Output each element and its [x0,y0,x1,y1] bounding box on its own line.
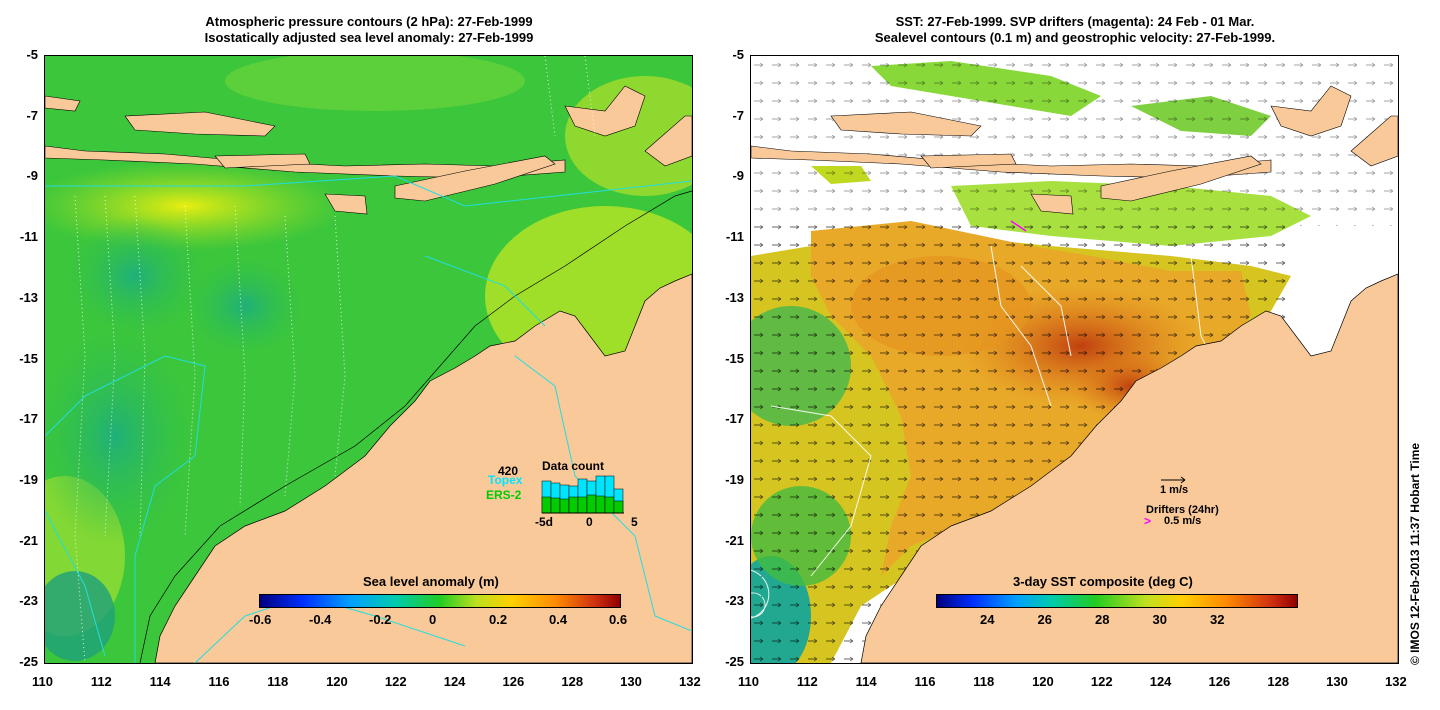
right-lat-tick: -25 [725,654,744,669]
left-lon-tick: 112 [90,674,112,689]
left-lat-tick: -15 [19,350,38,366]
left-lat-tick: -23 [19,593,38,609]
left-lon-tick: 114 [149,674,171,689]
left-title-line2: Isostatically adjusted sea level anomaly… [204,30,534,45]
left-lat-tick: -7 [26,107,38,123]
left-lon-tick: 110 [32,674,53,689]
drifter-track [1010,220,1027,232]
left-lon-tick: 132 [679,674,701,689]
left-colorbar-tick: -0.6 [249,612,272,627]
inset-xtick-end: 5 [631,515,638,529]
left-lat-tick: -11 [19,229,38,245]
right-lon-tick: 116 [914,674,936,689]
right-lon-tick: 126 [1208,674,1231,689]
left-lon-tick: 118 [267,674,289,689]
sea-level-anomaly-map [44,55,693,664]
inset-xtick-start: -5d [535,515,553,529]
right-colorbar-tick: 24 [980,612,995,627]
left-lat-tick: -5 [26,47,38,62]
right-lon-tick: 114 [855,674,877,689]
right-lon-tick: 110 [738,674,759,689]
indonesian-islands [751,85,1398,215]
right-lat-tick: -15 [725,350,744,366]
right-colorbar-tick: 30 [1152,612,1167,627]
inset-xtick-zero: 0 [586,515,593,529]
left-colorbar-tick: 0.4 [549,612,568,627]
left-title-line1: Atmospheric pressure contours (2 hPa): 2… [205,14,533,29]
right-colorbar-tick: 32 [1210,612,1225,627]
velocity-legend: 1 m/s Drifters (24hr) > 0.5 m/s [1144,476,1278,536]
australia-landmass [860,273,1398,663]
right-colorbar-tick: 26 [1037,612,1052,627]
sst-field [751,56,1398,663]
drifter-arrow-icon: > [1144,514,1152,528]
left-lat-tick: -25 [19,654,38,669]
right-lon-tick: 130 [1326,674,1348,689]
right-lat-tick: -7 [732,107,744,123]
left-colorbar-tick: -0.2 [369,612,392,627]
left-panel-title: Atmospheric pressure contours (2 hPa): 2… [44,14,694,46]
inset-bar-chart [541,475,624,514]
inset-legend-ers2: ERS-2 [486,488,522,502]
left-lon-tick: 120 [326,674,348,689]
right-colorbar-title: 3-day SST composite (deg C) [1013,574,1193,589]
left-lat-tick: -21 [19,532,38,548]
right-lat-tick: -21 [725,532,744,548]
right-lat-tick: -5 [732,47,744,62]
right-title-line2: Sealevel contours (0.1 m) and geostrophi… [874,30,1276,45]
right-lon-tick: 128 [1267,674,1290,689]
velocity-scale-label: 1 m/s [1160,484,1189,496]
sst-map [750,55,1399,664]
left-lon-tick: 126 [502,674,525,689]
left-lon-tick: 116 [208,674,230,689]
right-lon-tick: 118 [973,674,995,689]
right-lat-tick: -9 [732,168,744,184]
inset-bars [541,475,624,514]
data-count-inset: 420 Data count Topex ERS-2 -5d 0 5 [480,458,650,533]
inset-legend-topex: Topex [488,473,523,487]
right-lon-tick: 124 [1149,674,1172,689]
right-lat-tick: -13 [725,289,744,305]
drifters-title: Drifters (24hr) [1146,504,1219,516]
right-lon-tick: 120 [1032,674,1054,689]
left-lon-tick: 122 [384,674,407,689]
right-lat-tick: -19 [725,471,744,487]
right-panel-title: SST: 27-Feb-1999. SVP drifters (magenta)… [750,14,1400,46]
indonesian-islands [45,85,692,215]
right-colorbar [936,594,1298,608]
right-lat-tick: -17 [725,411,744,427]
right-lat-tick: -23 [725,593,744,609]
sea-level-anomaly-field [45,56,692,663]
left-colorbar-tick: -0.4 [309,612,332,627]
right-lon-tick: 122 [1090,674,1113,689]
pressure-contours [74,56,596,663]
drifters-scale-label: 0.5 m/s [1164,515,1202,527]
left-lon-tick: 128 [561,674,584,689]
left-colorbar-title: Sea level anomaly (m) [363,574,499,589]
left-lat-tick: -9 [26,168,38,184]
imos-credit: © IMOS 12-Feb-2013 11:37 Hobart Time [1408,442,1422,665]
right-lat-tick: -11 [725,229,744,245]
right-lon-tick: 132 [1385,674,1407,689]
left-colorbar-tick: 0.6 [609,612,628,627]
left-colorbar [259,594,621,608]
left-colorbar-tick: 0.2 [489,612,508,627]
left-lat-tick: -13 [19,289,38,305]
left-lat-tick: -17 [19,411,38,427]
inset-max-count: 420 [498,464,519,478]
right-lon-tick: 112 [796,674,818,689]
left-lat-tick: -19 [19,471,38,487]
velocity-scale-arrow [1161,476,1186,484]
australia-landmass [154,273,692,663]
left-colorbar-tick: 0 [429,612,437,627]
left-lon-tick: 130 [620,674,642,689]
right-title-line1: SST: 27-Feb-1999. SVP drifters (magenta)… [895,14,1255,29]
right-colorbar-tick: 28 [1095,612,1110,627]
left-lon-tick: 124 [443,674,466,689]
inset-title: Data count [542,459,605,473]
